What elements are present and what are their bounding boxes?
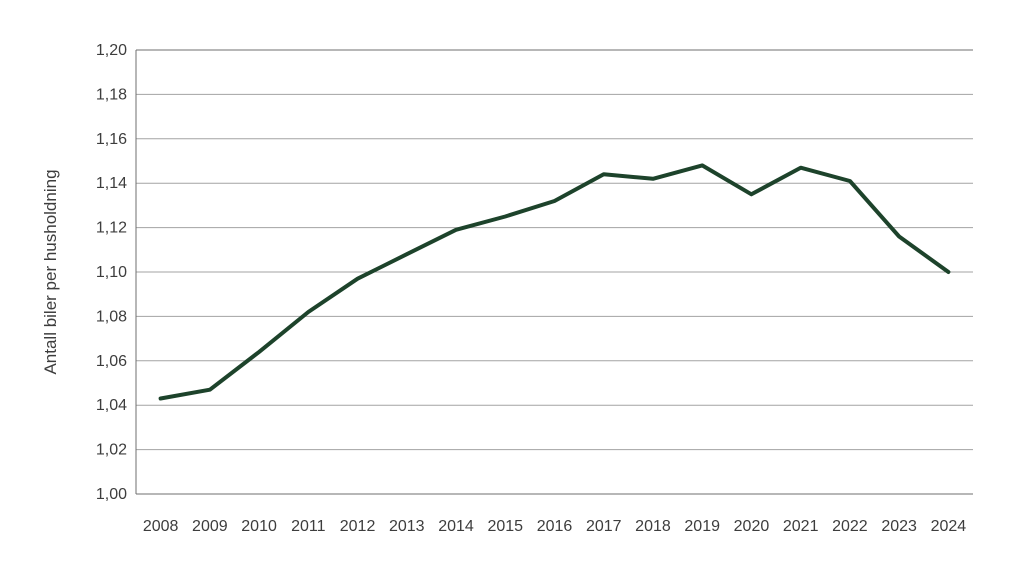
- series-line-cars-per-household: [158, 163, 951, 401]
- x-tick-label: 2021: [783, 518, 819, 535]
- x-tick-label: 2016: [537, 518, 573, 535]
- x-tick-label: 2019: [684, 518, 720, 535]
- x-tick-label: 2017: [586, 518, 622, 535]
- x-tick-label: 2015: [487, 518, 523, 535]
- x-tick-label: 2020: [734, 518, 770, 535]
- x-tick-label: 2012: [340, 518, 376, 535]
- y-tick-label: 1,14: [96, 175, 127, 192]
- x-tick-label: 2010: [241, 518, 277, 535]
- x-axis-tick-labels: 2008 2009 2010 2011 2012 2013 2014 2015 2016 2017…: [143, 518, 966, 535]
- y-tick-label: 1,10: [96, 264, 127, 281]
- y-tick-label: 1,06: [96, 353, 127, 370]
- y-axis-title: Antall biler per husholdning: [41, 169, 60, 374]
- x-tick-label: 2024: [931, 518, 967, 535]
- y-tick-label: 1,04: [96, 397, 127, 414]
- x-tick-label: 2008: [143, 518, 179, 535]
- y-tick-label: 1,02: [96, 442, 127, 459]
- y-tick-label: 1,00: [96, 486, 127, 503]
- x-tick-label: 2013: [389, 518, 425, 535]
- x-tick-label: 2014: [438, 518, 474, 535]
- y-axis-tick-labels: 1,00 1,02 1,04 1,06 1,08 1,10 1,12 1,14 1,16 1,18…: [96, 42, 127, 503]
- y-tick-label: 1,16: [96, 131, 127, 148]
- x-tick-label: 2018: [635, 518, 671, 535]
- x-tick-label: 2009: [192, 518, 228, 535]
- y-tick-label: 1,08: [96, 308, 127, 325]
- y-tick-label: 1,20: [96, 42, 127, 59]
- axes: [135, 49, 973, 495]
- y-tick-label: 1,18: [96, 86, 127, 103]
- x-tick-label: 2011: [291, 518, 326, 535]
- gridlines: [136, 93, 973, 451]
- y-tick-label: 1,12: [96, 220, 127, 237]
- x-tick-label: 2023: [881, 518, 917, 535]
- x-tick-label: 2022: [832, 518, 868, 535]
